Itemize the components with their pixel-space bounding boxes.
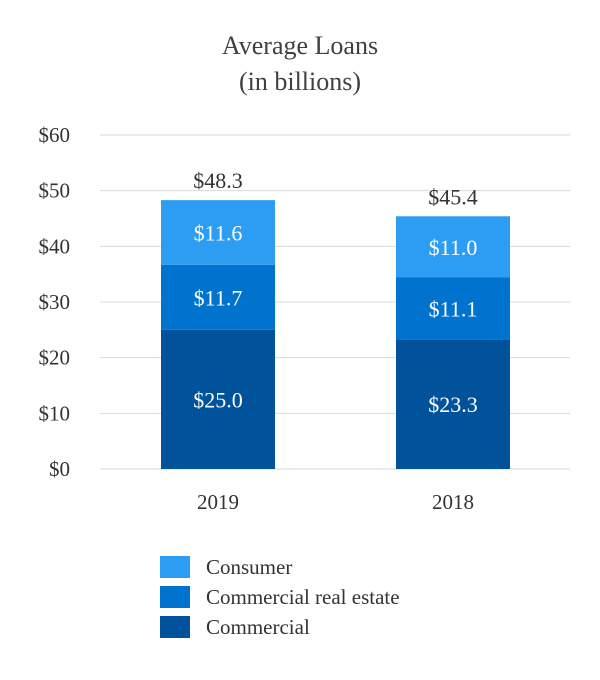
bar-segment <box>396 216 510 278</box>
data-label: $11.0 <box>429 235 478 260</box>
data-label: $11.7 <box>194 285 243 310</box>
legend-item-consumer: Consumer <box>160 552 400 582</box>
bar-segment <box>396 339 510 469</box>
chart-title-block: Average Loans (in billions) <box>0 28 600 100</box>
legend-label-commercial: Commercial <box>206 614 310 639</box>
data-label: $23.3 <box>428 392 478 417</box>
x-tick-label: 2019 <box>197 490 239 514</box>
legend-item-commercial-real-estate: Commercial real estate <box>160 582 400 612</box>
legend: Consumer Commercial real estate Commerci… <box>160 552 400 642</box>
bar-segment <box>161 200 275 265</box>
legend-swatch-commercial <box>160 616 190 638</box>
legend-swatch-consumer <box>160 556 190 578</box>
chart-title: Average Loans <box>221 31 379 60</box>
stacked-bar-chart: $0 $10 $20 $30 $40 $50 $60 $25.0 $11.7 $11.6 $48.3… <box>39 123 570 514</box>
legend-label-consumer: Consumer <box>206 554 293 579</box>
legend-item-commercial: Commercial <box>160 612 400 642</box>
data-label: $11.6 <box>194 220 243 245</box>
y-tick-label: $30 <box>39 290 71 314</box>
total-label: $48.3 <box>193 168 243 193</box>
y-tick-label: $0 <box>49 457 70 481</box>
y-tick-label: $50 <box>39 179 71 203</box>
y-tick-label: $10 <box>39 401 71 425</box>
y-tick-label: $60 <box>39 123 71 147</box>
legend-swatch-commercial-real-estate <box>160 586 190 608</box>
chart-subtitle: (in billions) <box>238 67 362 96</box>
legend-label-commercial-real-estate: Commercial real estate <box>206 584 400 609</box>
y-tick-label: $20 <box>39 346 71 370</box>
x-tick-label: 2018 <box>432 490 474 514</box>
y-tick-label: $40 <box>39 234 71 258</box>
data-label: $11.1 <box>429 296 478 321</box>
bar-segment <box>161 329 275 469</box>
bar-segment <box>161 264 275 330</box>
data-label: $25.0 <box>193 387 243 412</box>
bar-segment <box>396 277 510 340</box>
total-label: $45.4 <box>428 184 478 209</box>
